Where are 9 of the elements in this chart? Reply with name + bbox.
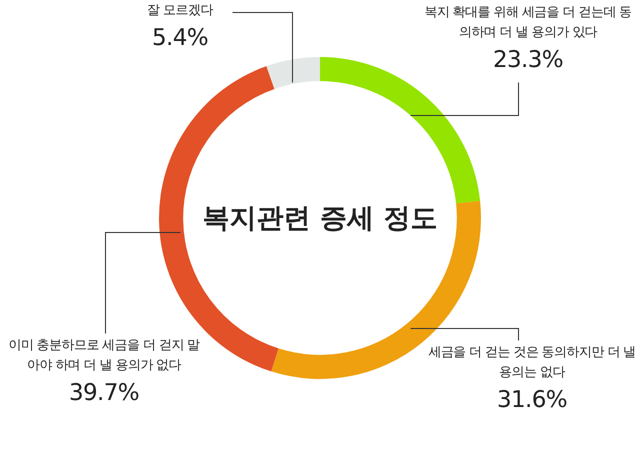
data-label: 39.7% — [68, 379, 140, 408]
slice-label: 잘 모르겠다 — [146, 2, 214, 20]
text: 복지관련 증세 정도 — [202, 202, 438, 236]
data-label: 5.4% — [150, 24, 210, 53]
data-label: 31.6% — [496, 386, 568, 415]
slice-label: 복지 확대를 위해 세금을 더 걷는데 동의하며 더 낼 용의가 있다 — [423, 4, 633, 42]
data-label: 23.3% — [492, 46, 564, 75]
slice-label: 이미 충분하므로 세금을 더 걷지 말아야 하며 더 낼 용의가 없다 — [7, 337, 201, 375]
slice-label: 세금을 더 걷는 것은 동의하지만 더 낼 용의는 없다 — [428, 344, 636, 382]
